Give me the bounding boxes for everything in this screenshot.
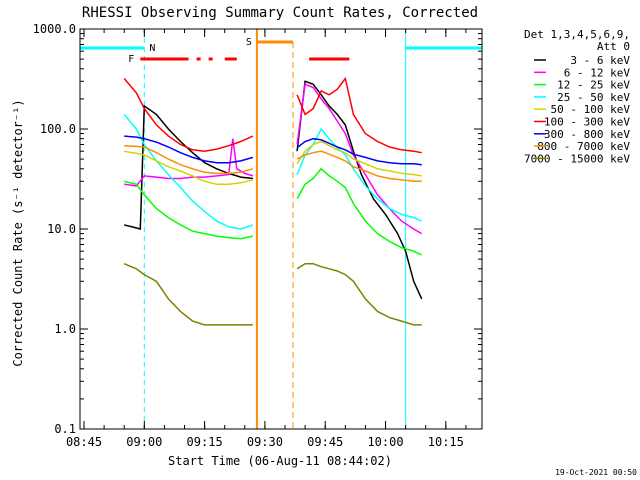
y-tick-label: 1000.0 bbox=[33, 22, 76, 36]
x-tick-label: 09:30 bbox=[247, 435, 283, 449]
legend-entry-label: 12 - 25 keV bbox=[557, 79, 630, 92]
series-line bbox=[296, 140, 422, 177]
y-axis-label: Corrected Count Rate (s⁻¹ detector⁻¹) bbox=[11, 99, 25, 366]
saa-label: S bbox=[246, 37, 252, 48]
series-line bbox=[124, 138, 254, 187]
legend-entry-label: 800 - 7000 keV bbox=[537, 140, 630, 153]
y-tick-label: 10.0 bbox=[47, 222, 76, 236]
series-line bbox=[123, 113, 254, 230]
series-line bbox=[296, 127, 423, 222]
legend-header-det: Det 1,3,4,5,6,9, bbox=[524, 28, 630, 41]
flare-label: F bbox=[128, 54, 134, 65]
series-line bbox=[296, 80, 423, 300]
chart-title: RHESSI Observing Summary Count Rates, Co… bbox=[82, 5, 478, 21]
series-line bbox=[123, 263, 253, 326]
x-tick-label: 10:00 bbox=[367, 435, 403, 449]
legend-entry-label: 25 - 50 keV bbox=[557, 91, 630, 104]
series-line bbox=[124, 180, 254, 240]
series-line bbox=[296, 83, 423, 235]
legend-entry-label: 7000 - 15000 keV bbox=[524, 152, 630, 165]
legend-header-att: Att 0 bbox=[597, 40, 630, 53]
x-tick-label: 09:00 bbox=[126, 435, 162, 449]
y-tick-label: 0.1 bbox=[54, 422, 76, 436]
series-line bbox=[296, 262, 422, 326]
x-axis-label: Start Time (06-Aug-11 08:44:02) bbox=[168, 454, 392, 468]
legend-entry-label: 50 - 100 keV bbox=[551, 103, 631, 116]
series-line bbox=[124, 135, 254, 164]
legend-entry-label: 300 - 800 keV bbox=[544, 128, 630, 141]
night-label: N bbox=[149, 43, 155, 54]
series-line bbox=[124, 144, 254, 175]
x-tick-label: 09:45 bbox=[307, 435, 343, 449]
series-line bbox=[124, 150, 254, 186]
x-tick-label: 08:45 bbox=[66, 435, 102, 449]
x-tick-label: 09:15 bbox=[187, 435, 223, 449]
y-tick-label: 100.0 bbox=[40, 122, 76, 136]
series-line bbox=[296, 150, 422, 183]
x-tick-label: 10:15 bbox=[428, 435, 464, 449]
legend-entry-label: 6 - 12 keV bbox=[564, 66, 631, 79]
y-tick-label: 1.0 bbox=[54, 322, 76, 336]
series-line bbox=[296, 76, 422, 154]
legend-entry-label: 3 - 6 keV bbox=[570, 54, 630, 67]
timestamp: 19-Oct-2021 00:50 bbox=[555, 468, 637, 477]
series-line bbox=[123, 78, 254, 152]
legend-entry-label: 100 - 300 keV bbox=[544, 116, 630, 129]
series-line bbox=[296, 137, 422, 166]
plot-area: N S F 0.1 1.0 10.0 100.0 1000.0 08:45 09:00 09:15 0… bbox=[33, 22, 483, 449]
series-line bbox=[296, 167, 423, 256]
